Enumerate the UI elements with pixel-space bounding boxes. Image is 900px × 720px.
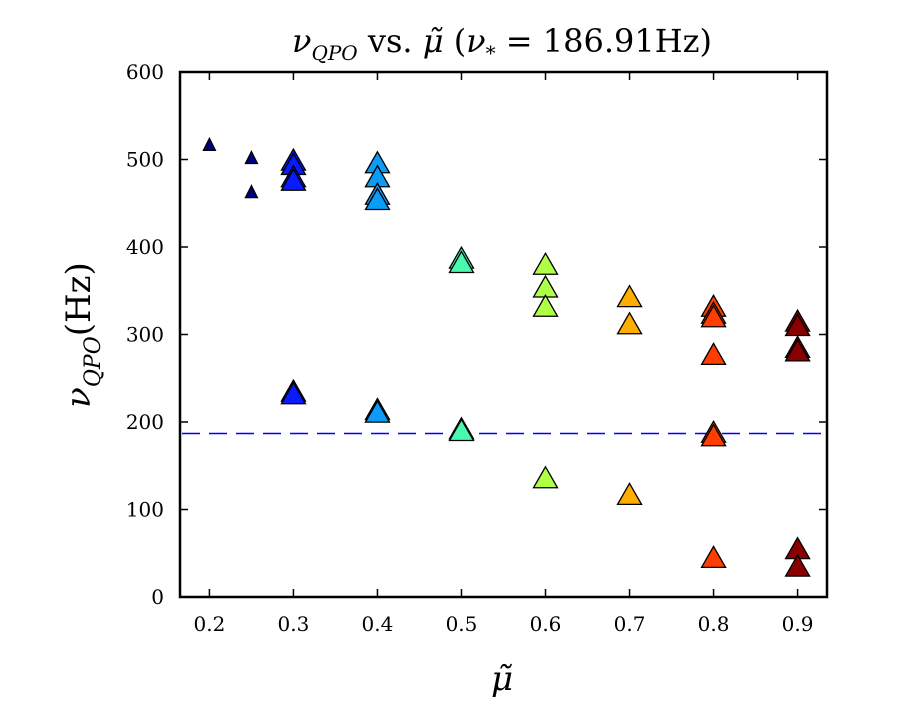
x-axis-label: μ̃ [491,659,513,699]
data-point-marker [532,274,559,298]
axis-ticks: 0.2 0.3 0.4 0.5 0.6 0.7 0.8 0.9 0 100 200 300 400 500… [126,60,827,636]
data-point-marker [532,293,559,317]
y-tick-label: 100 [126,498,164,522]
data-point-marker [784,338,811,362]
data-point-marker [448,250,475,274]
x-tick-label: 0.4 [362,612,394,636]
data-point-marker [616,284,643,308]
data-point-marker [532,465,559,489]
x-tick-label: 0.7 [614,612,646,636]
data-point-marker [532,251,559,275]
data-point-marker [280,167,307,191]
x-tick-label: 0.2 [194,612,226,636]
y-tick-label: 600 [126,60,164,84]
chart-title: νQPO vs. μ̃ (ν* = 186.91Hz) [292,22,712,65]
data-point-marker [364,187,391,211]
data-point-marker [616,311,643,335]
data-point-marker [280,381,307,405]
x-tick-label: 0.6 [530,612,562,636]
data-point-marker [700,342,727,366]
y-tick-label: 300 [126,323,164,347]
y-tick-label: 400 [126,235,164,259]
plot-frame [178,70,829,599]
x-tick-label: 0.8 [698,612,730,636]
data-point-marker [202,136,217,152]
data-points [202,136,811,577]
x-tick-label: 0.9 [782,612,814,636]
data-point-marker [448,418,475,442]
data-point-marker [244,184,259,199]
y-tick-label: 500 [126,148,164,172]
y-tick-label: 0 [151,585,164,609]
data-point-marker [784,553,811,577]
data-point-marker [700,423,727,447]
data-point-marker [364,399,391,423]
y-axis-label: νQPO(Hz) [59,262,106,408]
y-tick-label: 200 [126,410,164,434]
x-tick-label: 0.3 [278,612,310,636]
data-point-marker [700,545,727,569]
data-point-marker [616,482,643,506]
data-point-marker [700,304,727,328]
data-point-marker [244,150,259,165]
x-tick-label: 0.5 [446,612,478,636]
